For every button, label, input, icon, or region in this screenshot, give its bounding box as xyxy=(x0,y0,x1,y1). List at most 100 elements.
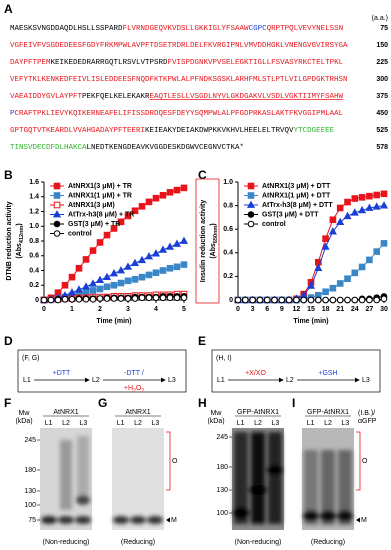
data-marker xyxy=(145,271,153,279)
data-marker xyxy=(138,294,146,302)
panel-label: E xyxy=(198,334,206,348)
data-marker xyxy=(166,294,174,302)
marker-label: 130 xyxy=(24,488,36,495)
data-marker xyxy=(358,205,367,214)
residue-count: 300 xyxy=(376,76,388,83)
residue-count: 578 xyxy=(376,144,388,151)
series-line xyxy=(238,243,385,301)
data-marker xyxy=(172,239,182,247)
data-marker xyxy=(343,211,352,220)
y-tick-label: 0.4 xyxy=(223,250,233,257)
sequence-line: VEFYTKLKENKEDFEIVLISLEDDEESFNQDFKTKPWLAL… xyxy=(10,76,348,84)
oligomer-bracket xyxy=(166,431,171,491)
data-marker xyxy=(173,186,181,194)
legend: AtNRX1(3 μM) + DTT AtNRX1(1 μM) + DTT AtTr… xyxy=(244,182,333,228)
data-marker xyxy=(344,275,351,283)
data-marker xyxy=(103,283,111,291)
marker-label: 100 xyxy=(216,510,228,517)
x-tick-label: 21 xyxy=(336,306,344,313)
blot-header: AtNRX1 xyxy=(125,409,150,416)
y-tick-label: 0.8 xyxy=(223,202,233,209)
legend-swatch-marker xyxy=(247,182,255,190)
oligomer-label: O xyxy=(172,458,178,465)
sequence-segment: YTCDGEEEE xyxy=(294,127,335,135)
data-marker xyxy=(103,295,111,302)
data-marker xyxy=(336,217,345,226)
data-marker xyxy=(256,296,264,304)
data-marker xyxy=(344,296,351,304)
data-marker xyxy=(124,212,132,220)
legend-label: AtNRX1(1 μM) + TR xyxy=(68,192,132,199)
y-tick-label: 1.6 xyxy=(29,179,39,186)
monomer-label: M xyxy=(361,517,367,524)
data-marker xyxy=(322,288,329,296)
y-tick-label: 1.2 xyxy=(29,208,39,215)
marker-label: 245 xyxy=(24,437,36,444)
data-marker xyxy=(74,285,84,293)
data-marker xyxy=(152,194,160,202)
data-marker xyxy=(365,203,374,211)
marker-label: 130 xyxy=(216,487,228,494)
y-axis-unit: (Abs650nm) xyxy=(210,223,220,258)
data-marker xyxy=(166,189,174,196)
monomer-arrow xyxy=(356,517,360,523)
data-marker xyxy=(151,249,161,257)
residue-count: 525 xyxy=(376,127,388,134)
x-tick-label: 5 xyxy=(182,306,186,313)
data-marker xyxy=(82,256,90,263)
data-marker xyxy=(180,184,188,192)
data-marker xyxy=(380,240,388,247)
data-marker xyxy=(131,276,139,283)
x-tick-label: 15 xyxy=(307,306,315,313)
mw-title: Mw xyxy=(19,410,31,417)
lane-label: L1 xyxy=(117,420,125,427)
data-marker xyxy=(366,296,373,304)
data-marker xyxy=(152,294,160,302)
y-tick-label: 0.4 xyxy=(29,267,39,274)
data-marker xyxy=(124,295,132,302)
data-marker xyxy=(321,242,330,250)
lane-label: L1 xyxy=(237,420,245,427)
data-marker xyxy=(117,279,125,287)
x-tick-label: 3 xyxy=(251,306,255,313)
sequence-segment: P xyxy=(10,110,15,118)
arrow-label-part: 2 xyxy=(141,388,144,394)
blot-caption: (Non-reducing) xyxy=(235,539,282,546)
data-marker xyxy=(40,296,48,304)
step-label: L3 xyxy=(362,377,370,384)
data-marker xyxy=(366,192,373,200)
lane-label: L2 xyxy=(254,420,262,427)
data-marker xyxy=(124,277,132,285)
sequence-segment: VAEAIDDYGVLAYPFT xyxy=(10,93,83,101)
data-marker xyxy=(351,269,359,277)
sequence-segment: QRPTPQLVEVYNELSSN xyxy=(267,25,344,33)
data-marker xyxy=(158,245,168,253)
data-marker xyxy=(110,295,118,302)
y-tick-label: 0 xyxy=(35,297,39,304)
arrow-label-part: +H xyxy=(124,385,133,392)
x-tick-label: 1 xyxy=(70,306,74,313)
y-axis-unit-part: ) xyxy=(210,223,217,225)
sequence-line: GPTGQTVTKEARDLVVAHGADAYPFTEERIKEIEAKYDEI… xyxy=(10,127,335,135)
data-marker xyxy=(379,201,389,209)
data-marker xyxy=(329,296,337,304)
y-axis-unit-part: (Abs xyxy=(210,243,217,259)
sequence-line: MAESKSVNGDDAQDLHSLLSSPARDFLVRNDGEQVKVDSL… xyxy=(10,25,343,33)
residue-count: 375 xyxy=(376,93,388,100)
legend-label: AtNRX1(3 μM) + DTT xyxy=(262,183,331,190)
data-marker xyxy=(173,263,181,271)
legend-swatch-marker xyxy=(52,210,62,218)
data-marker xyxy=(179,236,189,244)
sequence-line: DAYPFTPEMKEIKEDEDRARRGQTLRSVLVTPSRDFVISP… xyxy=(10,59,344,67)
legend-swatch-marker xyxy=(247,192,255,199)
arrow-label-part: 2 xyxy=(133,388,136,394)
mw-title: (kDa) xyxy=(207,418,224,425)
marker-label: 75 xyxy=(28,517,36,524)
data-marker xyxy=(117,218,125,226)
data-marker xyxy=(278,296,286,304)
blot-header: GFP-AtNRX1 xyxy=(237,409,279,416)
chart: 0 0.2 0.4 0.6 0.8 1.0 1.2 1.4 1.6 0 1 2 3 4 5 Time (min… xyxy=(6,179,189,325)
y-axis-label: Insulin reduction activity xyxy=(200,200,207,283)
